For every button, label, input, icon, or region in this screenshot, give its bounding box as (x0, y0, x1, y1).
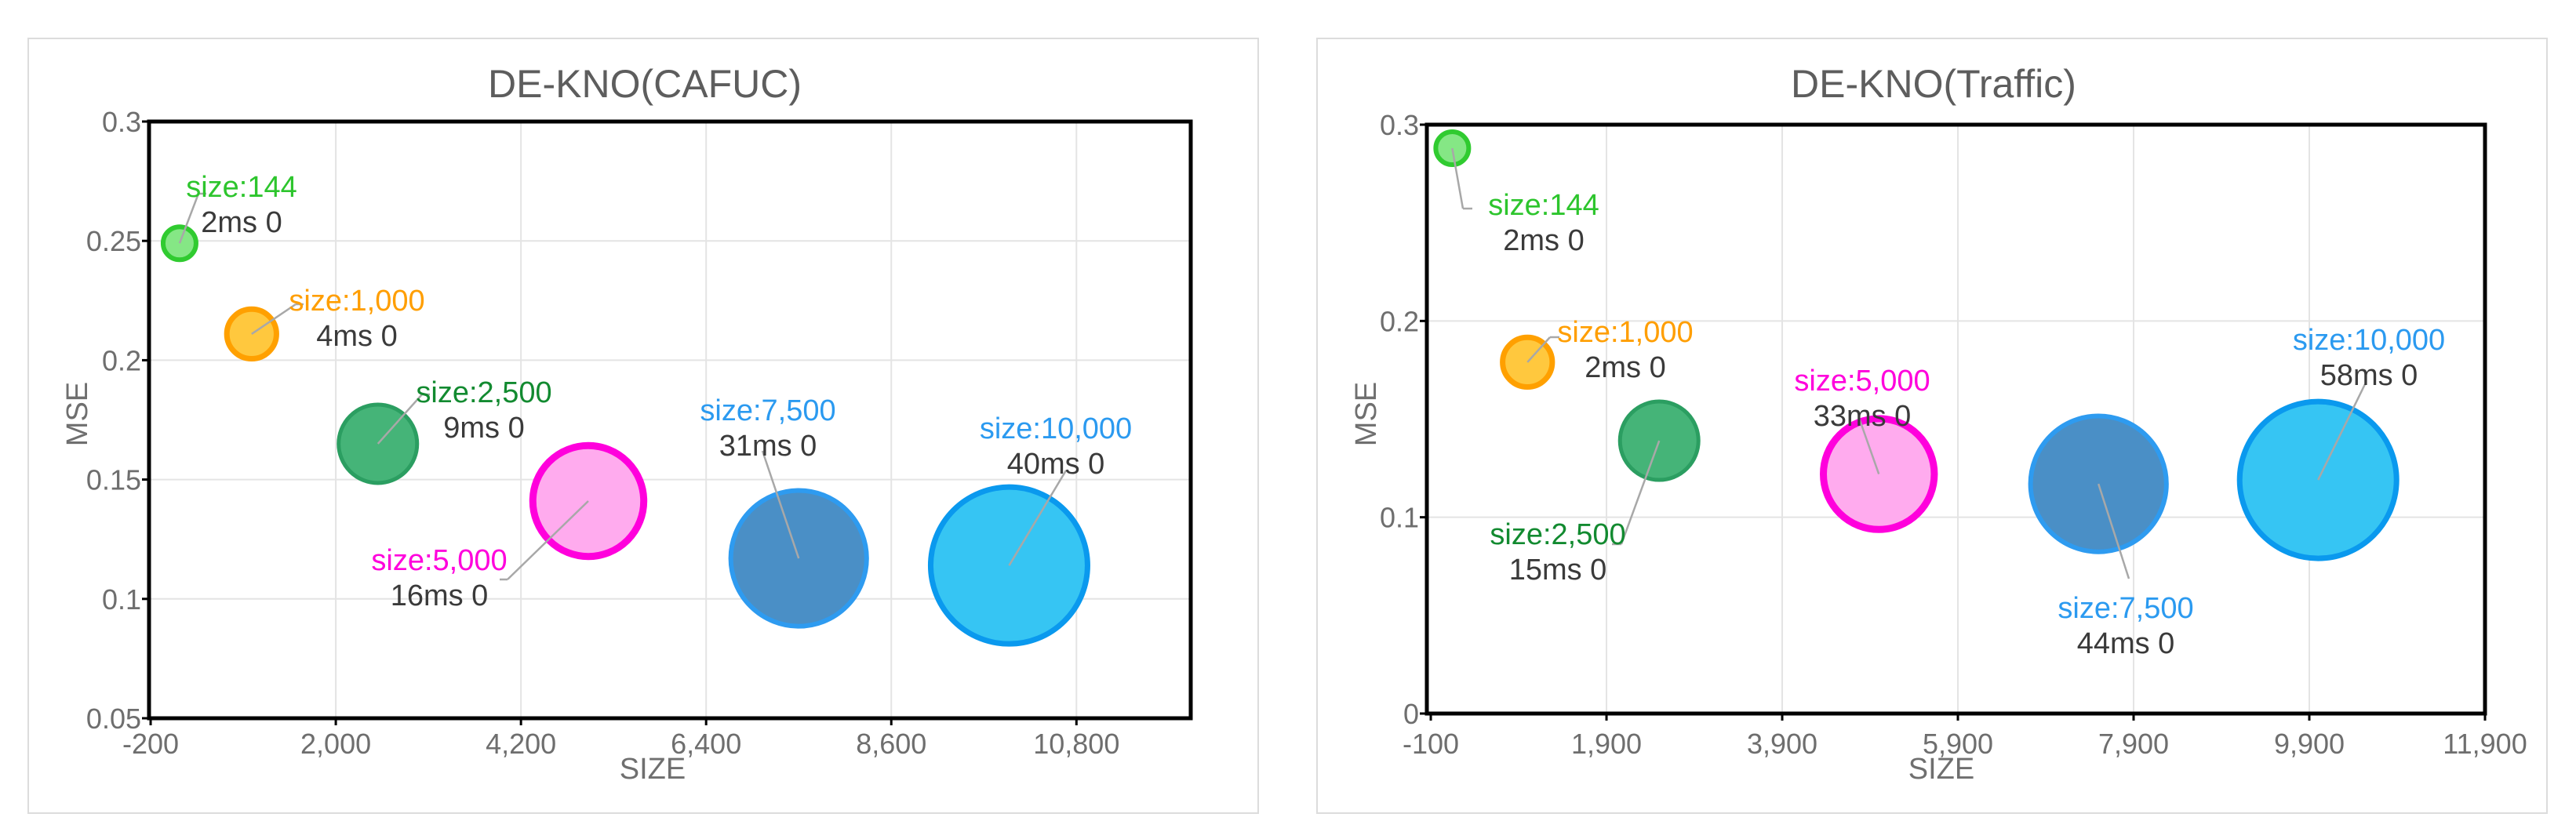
y-axis-tick-label: 0.25 (86, 225, 141, 257)
x-axis-tick-label: 2,000 (300, 728, 371, 760)
x-axis-tick-label: 7,900 (2098, 728, 2169, 760)
plot-border (147, 119, 1193, 721)
label-leader-line (1451, 147, 1464, 209)
plot-border (1424, 122, 2487, 716)
y-axis-tick-label: 0.15 (86, 464, 141, 496)
bubble-time-label: 33ms 0 (1814, 400, 1912, 433)
label-leader-line (178, 193, 200, 244)
label-leader-line (2098, 483, 2130, 579)
label-leader-line (2317, 383, 2367, 481)
bubble-time-label: 4ms 0 (316, 320, 397, 353)
bubble-size-label: size:5,000 (371, 544, 507, 577)
bubble-time-label: 2ms 0 (1585, 351, 1665, 384)
bubble-time-label: 9ms 0 (443, 412, 524, 445)
x-axis-tick-label: -100 (1403, 728, 1459, 760)
x-axis-tick-label: 11,900 (2443, 728, 2527, 760)
bubble-time-label: 2ms 0 (1503, 224, 1584, 257)
label-leader-line (1526, 336, 1551, 363)
chart-title-cafuc: DE-KNO(CAFUC) (488, 62, 802, 106)
y-axis-tick-label: 0.2 (1380, 305, 1419, 337)
chart-card-cafuc: DE-KNO(CAFUC) MSE SIZE -200 2,000 4,200 6,4… (27, 38, 1259, 814)
label-leader-line (251, 303, 297, 335)
y-axis-tick-label: 0 (1403, 698, 1419, 730)
bubble-time-label: 40ms 0 (1007, 448, 1105, 481)
bubble-size-label: size:144 (186, 171, 297, 204)
y-axis-tick-label: 0.3 (1380, 109, 1419, 141)
label-leader-line (377, 394, 423, 445)
x-axis-tick-label: 5,900 (1923, 728, 1993, 760)
bubble-size-label: size:1,000 (289, 285, 424, 318)
x-axis-title-size: SIZE (1908, 753, 1975, 786)
bubble-size-label: size:1,000 (1557, 316, 1693, 349)
bubble-plot-traffic: -100 1,900 3,900 5,900 7,900 9,900 11,900 0.3 0.… (1380, 109, 2527, 760)
bubble-size-label: size:5,000 (1794, 365, 1930, 398)
label-leader-line (1857, 417, 1880, 475)
bubble-size-label: size:144 (1488, 189, 1599, 222)
bubble-time-label: 31ms 0 (719, 430, 817, 463)
bubble-size-label: size:2,500 (416, 376, 551, 409)
y-axis-tick-label: 0.2 (102, 344, 141, 376)
label-leader-line (1620, 440, 1661, 545)
bubble-size-label: size:2,500 (1490, 518, 1625, 551)
x-axis-tick-label: -200 (122, 728, 179, 760)
x-axis-tick-label: 9,900 (2274, 728, 2345, 760)
x-axis-tick-label: 6,400 (671, 728, 741, 760)
y-axis-tick-label: 0.3 (102, 106, 141, 138)
label-leader-line (761, 450, 800, 559)
bubble-time-label: 58ms 0 (2320, 359, 2418, 392)
y-axis-tick-label: 0.1 (1380, 502, 1419, 534)
x-axis-tick-label: 1,900 (1571, 728, 1642, 760)
x-axis-tick-label: 3,900 (1747, 728, 1817, 760)
bubble-time-label: 15ms 0 (1509, 554, 1607, 587)
label-leader-line (1008, 470, 1068, 566)
bubble-size-label: size:10,000 (980, 412, 1132, 445)
x-axis-tick-label: 8,600 (856, 728, 926, 760)
bubble-size-label: size:10,000 (2293, 324, 2445, 357)
x-axis-tick-label: 4,200 (486, 728, 556, 760)
bubble-size-label: size:7,500 (2058, 592, 2193, 625)
x-axis-title-size: SIZE (619, 753, 686, 786)
chart-card-traffic: DE-KNO(Traffic) MSE SIZE -100 1,900 3,900 5… (1316, 38, 2548, 814)
y-axis-tick-label: 0.1 (102, 583, 141, 616)
y-axis-tick-label: 0.05 (86, 703, 141, 735)
bubble-size-label: size:7,500 (700, 394, 835, 427)
bubble-time-label: 44ms 0 (2077, 627, 2175, 660)
chart-title-traffic: DE-KNO(Traffic) (1791, 62, 2076, 106)
bubble-plot-cafuc: -200 2,000 4,200 6,400 8,600 10,800 0.3 0.25 0.2… (86, 106, 1193, 760)
x-axis-tick-label: 10,800 (1033, 728, 1119, 760)
label-leader-line (507, 500, 589, 580)
bubble-time-label: 2ms 0 (201, 206, 282, 239)
bubble-time-label: 16ms 0 (391, 579, 489, 612)
